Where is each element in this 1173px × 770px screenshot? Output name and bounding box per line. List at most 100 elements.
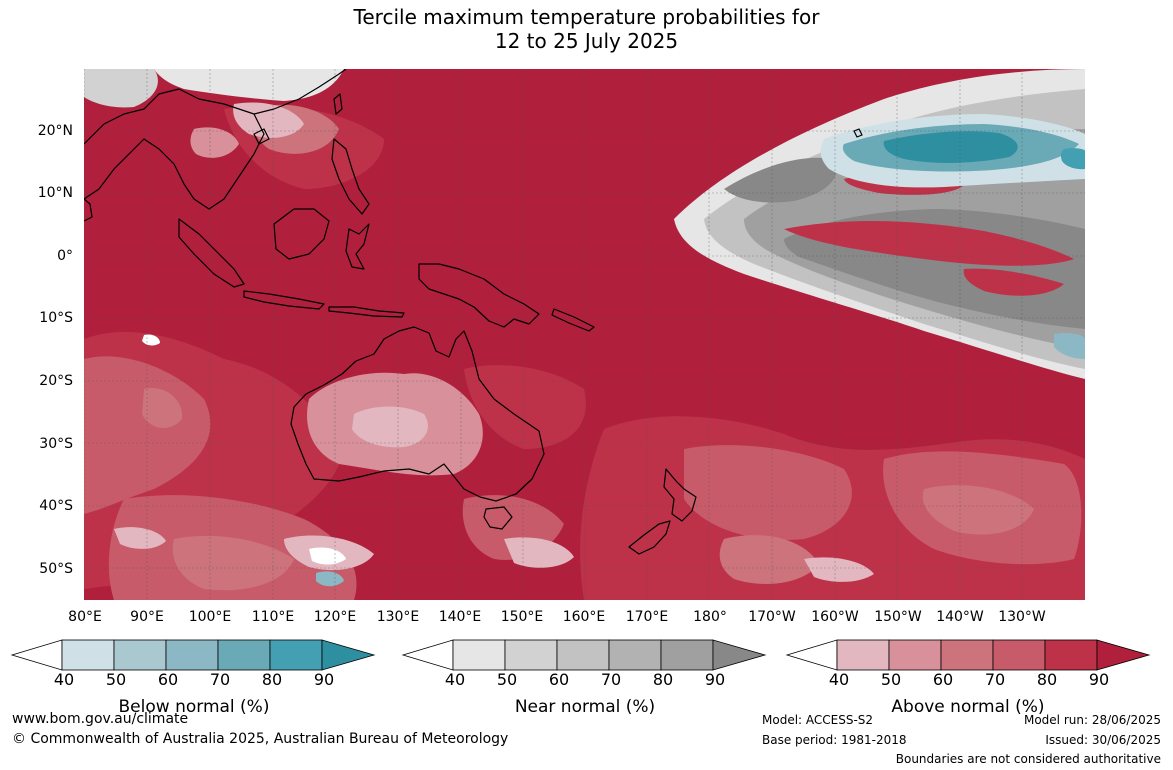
colorbar-extend-low bbox=[785, 639, 838, 671]
near-tick-50: 50 bbox=[496, 670, 518, 689]
above-tick-70: 70 bbox=[984, 670, 1006, 689]
new-zealand-south-island bbox=[628, 520, 671, 555]
lat-label-equator: 0° bbox=[57, 248, 73, 264]
colorbar-extend-high bbox=[321, 639, 376, 671]
colorbar-segment bbox=[940, 639, 994, 671]
above-tick-80: 80 bbox=[1036, 670, 1058, 689]
map-title-line-2: 12 to 25 July 2025 bbox=[494, 29, 679, 53]
colorbar-segment bbox=[61, 639, 115, 671]
lon-label-100e: 100°E bbox=[188, 609, 232, 625]
colorbar-extend-high bbox=[712, 639, 767, 671]
lon-label-180: 180° bbox=[693, 609, 727, 625]
new-zealand-north-island bbox=[663, 468, 697, 522]
lon-label-170w: 170°W bbox=[748, 609, 796, 625]
colorbar-near-normal bbox=[401, 639, 767, 671]
colorbar-segment bbox=[992, 639, 1046, 671]
colorbar-segment bbox=[1044, 639, 1098, 671]
lon-label-150e: 150°E bbox=[500, 609, 544, 625]
hawaii-coastline bbox=[853, 128, 863, 138]
colorbar-below-normal bbox=[10, 639, 376, 671]
colorbar-segment bbox=[660, 639, 714, 671]
colorbar-segment bbox=[504, 639, 558, 671]
borneo-coastline bbox=[273, 208, 330, 260]
new-guinea-coastline bbox=[418, 263, 540, 328]
lat-label-30s: 30°S bbox=[39, 436, 73, 452]
below-normal-title: Below normal (%) bbox=[118, 697, 270, 717]
hainan-coastline bbox=[253, 128, 270, 145]
colorbar-segment bbox=[165, 639, 219, 671]
near-tick-90: 90 bbox=[704, 670, 726, 689]
lon-label-130e: 130°E bbox=[376, 609, 420, 625]
sumatra-coastline bbox=[178, 218, 245, 288]
philippines-coastline bbox=[331, 138, 370, 215]
lon-label-140e: 140°E bbox=[438, 609, 482, 625]
near-tick-70: 70 bbox=[600, 670, 622, 689]
taiwan-coastline bbox=[333, 93, 343, 115]
map-title-line-1: Tercile maximum temperature probabilitie… bbox=[353, 5, 820, 29]
below-tick-80: 80 bbox=[261, 670, 283, 689]
base-period-text: Base period: 1981-2018 bbox=[762, 733, 907, 747]
lon-label-170e: 170°E bbox=[625, 609, 669, 625]
australia-coastline bbox=[290, 326, 545, 502]
lat-label-10s: 10°S bbox=[39, 310, 73, 326]
lon-label-110e: 110°E bbox=[251, 609, 295, 625]
china-coastline bbox=[253, 69, 347, 115]
colorbar-segment bbox=[608, 639, 662, 671]
australia-interior-light-patch bbox=[352, 406, 428, 448]
above-tick-50: 50 bbox=[880, 670, 902, 689]
colorbar-extend-low bbox=[10, 639, 63, 671]
issued-text: Issued: 30/06/2025 bbox=[1045, 733, 1161, 747]
below-tick-90: 90 bbox=[313, 670, 335, 689]
sri-lanka-coastline bbox=[84, 198, 93, 222]
lat-label-20n: 20°N bbox=[37, 123, 73, 139]
se-asia-mainland-coastline bbox=[84, 88, 265, 210]
lesser-sunda-coastline bbox=[328, 306, 405, 318]
copyright-text: © Commonwealth of Australia 2025, Austra… bbox=[12, 731, 509, 747]
near-tick-60: 60 bbox=[548, 670, 570, 689]
asia-near-normal-patches bbox=[84, 69, 344, 158]
tasmania-coastline bbox=[483, 506, 513, 530]
colorbar-segment bbox=[836, 639, 890, 671]
above-tick-40: 40 bbox=[828, 670, 850, 689]
lon-label-120e: 120°E bbox=[313, 609, 357, 625]
colorbar-segment bbox=[217, 639, 271, 671]
colorbar-segment bbox=[113, 639, 167, 671]
lon-label-160w: 160°W bbox=[811, 609, 859, 625]
coastlines bbox=[84, 69, 863, 555]
lon-label-150w: 150°W bbox=[874, 609, 922, 625]
above-tick-60: 60 bbox=[932, 670, 954, 689]
below-tick-50: 50 bbox=[105, 670, 127, 689]
model-text: Model: ACCESS-S2 bbox=[762, 713, 874, 727]
lon-label-160e: 160°E bbox=[562, 609, 606, 625]
colorbar-segment bbox=[888, 639, 942, 671]
lat-label-10n: 10°N bbox=[37, 185, 73, 201]
lat-label-50s: 50°S bbox=[39, 561, 73, 577]
southern-ocean-light-patches bbox=[114, 334, 874, 582]
colorbar-segment bbox=[269, 639, 323, 671]
website-link[interactable]: www.bom.gov.au/climate bbox=[12, 711, 189, 727]
below-tick-40: 40 bbox=[53, 670, 75, 689]
below-tick-70: 70 bbox=[209, 670, 231, 689]
colorbar-segment bbox=[556, 639, 610, 671]
near-tick-40: 40 bbox=[444, 670, 466, 689]
probability-map bbox=[84, 69, 1085, 600]
lon-label-130w: 130°W bbox=[998, 609, 1046, 625]
colorbar-segment bbox=[452, 639, 506, 671]
colorbar-extend-low bbox=[401, 639, 454, 671]
map-gridlines bbox=[84, 69, 1085, 600]
lon-label-90e: 90°E bbox=[130, 609, 164, 625]
colorbar-extend-high bbox=[1096, 639, 1151, 671]
near-normal-title: Near normal (%) bbox=[514, 697, 656, 717]
lon-label-80e: 80°E bbox=[68, 609, 102, 625]
sulawesi-coastline bbox=[345, 223, 370, 270]
near-tick-80: 80 bbox=[652, 670, 674, 689]
model-run-text: Model run: 28/06/2025 bbox=[1023, 713, 1161, 727]
disclaimer-text: Boundaries are not considered authoritat… bbox=[895, 752, 1161, 766]
above-tick-90: 90 bbox=[1088, 670, 1110, 689]
lat-label-40s: 40°S bbox=[39, 498, 73, 514]
below-normal-region bbox=[316, 114, 1085, 587]
java-coastline bbox=[243, 290, 325, 310]
lat-label-20s: 20°S bbox=[39, 373, 73, 389]
colorbar-above-normal bbox=[785, 639, 1151, 671]
lon-label-140w: 140°W bbox=[936, 609, 984, 625]
